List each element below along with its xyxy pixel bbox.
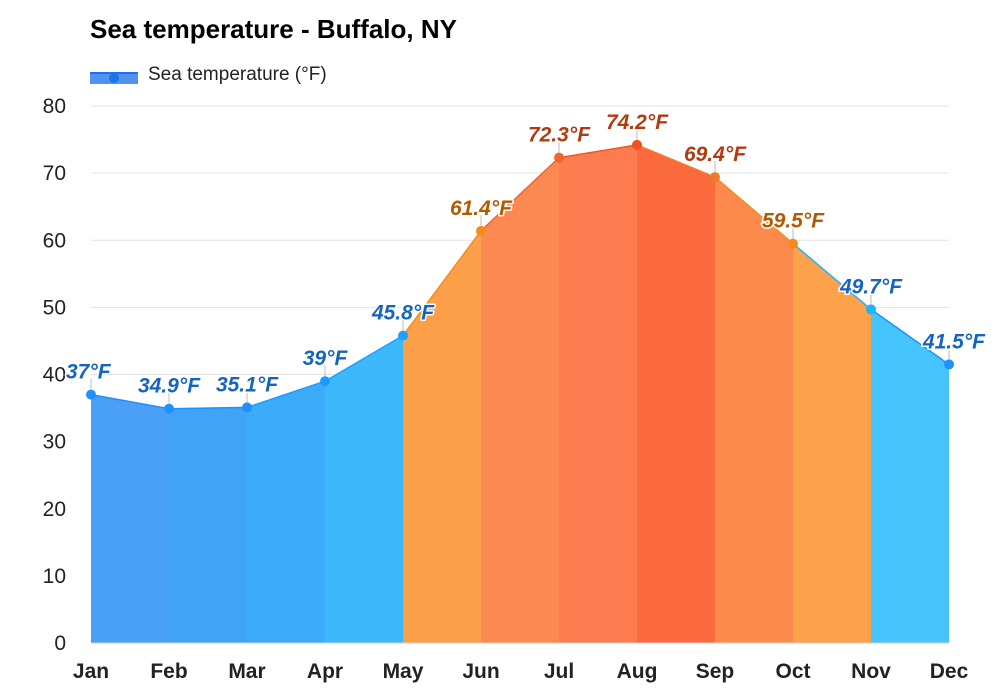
- x-tick-label: May: [383, 660, 424, 683]
- data-label: 61.4°F: [450, 197, 513, 220]
- data-label: 72.3°F: [528, 124, 591, 147]
- y-tick-label: 0: [54, 632, 66, 655]
- series-line: [792, 243, 872, 310]
- data-point: [476, 225, 486, 236]
- data-point: [944, 359, 954, 370]
- data-point: [632, 139, 642, 150]
- data-point: [788, 238, 798, 249]
- x-tick-label: Aug: [617, 660, 658, 683]
- data-label: 39°F: [303, 347, 349, 370]
- data-point: [242, 402, 252, 413]
- data-label: 49.7°F: [839, 275, 903, 298]
- series-line: [714, 176, 794, 245]
- area-segment: [403, 230, 481, 644]
- series-line: [168, 406, 248, 410]
- data-point: [86, 389, 96, 400]
- legend-swatch-icon: [90, 66, 138, 84]
- y-tick-label: 40: [43, 364, 66, 387]
- series-line: [90, 393, 170, 410]
- area-segment: [715, 177, 793, 643]
- area-segment: [247, 381, 325, 643]
- series-line: [636, 144, 716, 178]
- x-tick-label: Sep: [696, 660, 735, 683]
- series-line: [480, 157, 560, 232]
- area-segment: [559, 144, 637, 643]
- area-segment: [871, 309, 949, 643]
- data-label: 69.4°F: [684, 143, 747, 166]
- y-tick-label: 80: [43, 95, 66, 118]
- x-tick-label: Nov: [851, 660, 891, 683]
- area-segment: [169, 407, 247, 643]
- area-segment: [793, 243, 871, 643]
- x-tick-label: Dec: [930, 660, 969, 683]
- data-label: 59.5°F: [762, 210, 825, 233]
- x-tick-label: Jul: [544, 660, 574, 683]
- area-segment: [91, 394, 169, 643]
- area-segment: [481, 157, 559, 643]
- series-line: [402, 230, 482, 337]
- legend-label: Sea temperature (°F): [148, 64, 327, 85]
- data-label: 34.9°F: [138, 375, 201, 398]
- chart-title: Sea temperature - Buffalo, NY: [90, 14, 457, 44]
- data-point: [554, 152, 564, 163]
- series-line: [870, 308, 950, 366]
- x-tick-label: Mar: [228, 660, 265, 683]
- data-point: [398, 330, 408, 341]
- legend[interactable]: Sea temperature (°F): [90, 60, 327, 90]
- series-line: [246, 380, 326, 409]
- y-tick-label: 30: [43, 431, 66, 454]
- area-segment: [325, 335, 403, 643]
- y-tick-label: 20: [43, 498, 66, 521]
- data-point: [866, 304, 876, 315]
- data-label: 45.8°F: [371, 302, 435, 325]
- x-tick-label: Feb: [150, 660, 187, 683]
- x-tick-label: Apr: [307, 660, 343, 683]
- x-tick-label: Jan: [73, 660, 109, 683]
- data-point: [320, 376, 330, 387]
- x-tick-label: Jun: [462, 660, 499, 683]
- y-tick-label: 10: [43, 565, 66, 588]
- data-label: 35.1°F: [216, 373, 279, 396]
- data-label: 37°F: [66, 361, 112, 384]
- data-label: 41.5°F: [922, 330, 986, 353]
- data-label: 74.2°F: [606, 111, 669, 134]
- series-line: [324, 334, 404, 382]
- y-tick-label: 50: [43, 296, 66, 319]
- y-tick-label: 70: [43, 162, 66, 185]
- area-segment: [637, 144, 715, 643]
- y-tick-label: 60: [43, 229, 66, 252]
- x-tick-label: Oct: [775, 660, 810, 683]
- data-point: [710, 172, 720, 183]
- series-line: [558, 144, 638, 159]
- data-point: [164, 403, 174, 414]
